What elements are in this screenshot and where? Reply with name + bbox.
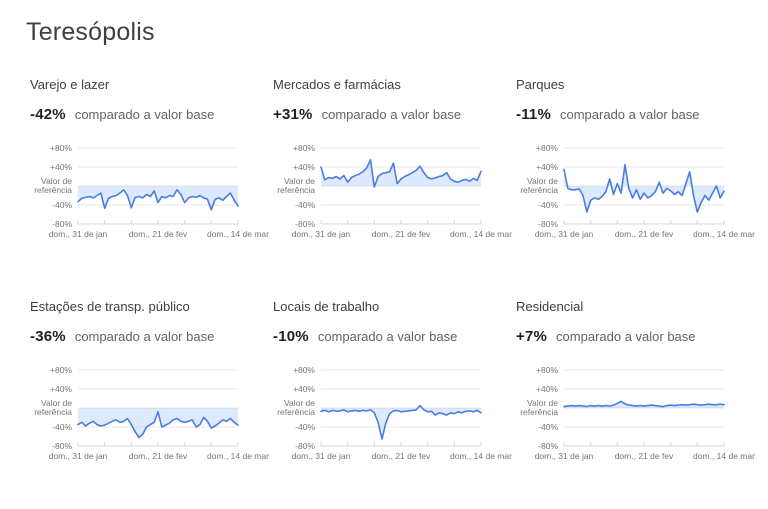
svg-text:Valor de: Valor de (527, 398, 558, 408)
svg-text:-80%: -80% (295, 441, 315, 451)
chart-compare-label: comparado a valor base (317, 329, 458, 344)
chart-value-row: +31% comparado a valor base (273, 106, 516, 123)
chart-card-residencial: Residencial +7% comparado a valor base +… (516, 299, 759, 463)
chart-category-label: Varejo e lazer (30, 77, 110, 92)
svg-text:+80%: +80% (536, 143, 558, 153)
charts-grid: Varejo e lazer -42% comparado a valor ba… (30, 77, 768, 463)
svg-text:-80%: -80% (538, 441, 558, 451)
svg-text:+40%: +40% (293, 162, 315, 172)
svg-text:+40%: +40% (50, 384, 72, 394)
chart-category-label: Locais de trabalho (273, 299, 380, 314)
svg-text:-40%: -40% (52, 422, 72, 432)
svg-text:dom., 21 de fev: dom., 21 de fev (372, 229, 431, 239)
chart-value-row: +7% comparado a valor base (516, 328, 759, 345)
svg-text:dom., 21 de fev: dom., 21 de fev (615, 451, 674, 461)
chart-category-label: Mercados e farmácias (273, 77, 401, 92)
svg-text:-40%: -40% (52, 200, 72, 210)
svg-text:dom., 31 de jan: dom., 31 de jan (535, 451, 594, 461)
svg-text:Valor de: Valor de (284, 176, 315, 186)
svg-text:+40%: +40% (536, 384, 558, 394)
svg-text:Valor de: Valor de (41, 176, 72, 186)
svg-text:referência: referência (520, 185, 558, 195)
chart-value-row: -36% comparado a valor base (30, 328, 273, 345)
page-title: Teresópolis (26, 18, 155, 46)
chart-value-row: -42% comparado a valor base (30, 106, 273, 123)
svg-text:+80%: +80% (50, 365, 72, 375)
mobility-report-page: Teresópolis Varejo e lazer -42% comparad… (26, 18, 768, 463)
svg-text:+80%: +80% (293, 365, 315, 375)
svg-text:referência: referência (277, 407, 315, 417)
chart-card-mercados-e-farmacias: Mercados e farmácias +31% comparado a va… (273, 77, 516, 241)
chart-compare-label: comparado a valor base (556, 329, 696, 344)
svg-text:dom., 21 de fev: dom., 21 de fev (129, 451, 188, 461)
chart-card-locais-de-trabalho: Locais de trabalho -10% comparado a valo… (273, 299, 516, 463)
svg-text:referência: referência (520, 407, 558, 417)
chart-category-label: Residencial (516, 299, 584, 314)
svg-text:+80%: +80% (293, 143, 315, 153)
svg-text:-80%: -80% (295, 219, 315, 229)
chart-compare-label: comparado a valor base (560, 107, 700, 122)
chart-delta-value: -42% (30, 106, 66, 123)
line-chart-estacoes-transp-publico: +80%+40%Valor dereferência-40%-80%dom., … (34, 365, 269, 461)
chart-delta-value: +7% (516, 328, 548, 345)
chart-compare-label: comparado a valor base (74, 107, 215, 122)
svg-text:dom., 14 de mar: dom., 14 de mar (693, 229, 755, 239)
chart-category-label: Estações de transp. público (30, 299, 190, 314)
svg-text:+40%: +40% (50, 162, 72, 172)
svg-text:dom., 31 de jan: dom., 31 de jan (49, 451, 108, 461)
chart-card-parques: Parques -11% comparado a valor base +80%… (516, 77, 759, 241)
svg-text:dom., 31 de jan: dom., 31 de jan (535, 229, 594, 239)
line-chart-locais-de-trabalho: +80%+40%Valor dereferência-40%-80%dom., … (277, 365, 512, 461)
svg-text:Valor de: Valor de (527, 176, 558, 186)
svg-text:-40%: -40% (295, 200, 315, 210)
line-chart-parques: +80%+40%Valor dereferência-40%-80%dom., … (520, 143, 755, 239)
svg-text:+40%: +40% (293, 384, 315, 394)
svg-text:-80%: -80% (52, 441, 72, 451)
svg-text:dom., 21 de fev: dom., 21 de fev (372, 451, 431, 461)
svg-text:-40%: -40% (295, 422, 315, 432)
svg-text:-80%: -80% (538, 219, 558, 229)
chart-delta-value: -11% (516, 106, 551, 123)
svg-text:dom., 31 de jan: dom., 31 de jan (49, 229, 108, 239)
svg-text:referência: referência (277, 185, 315, 195)
line-chart-mercados-e-farmacias: +80%+40%Valor dereferência-40%-80%dom., … (277, 143, 512, 239)
chart-category-label: Parques (516, 77, 565, 92)
chart-delta-value: +31% (273, 106, 313, 123)
svg-text:+80%: +80% (50, 143, 72, 153)
svg-text:+80%: +80% (536, 365, 558, 375)
chart-compare-label: comparado a valor base (74, 329, 215, 344)
svg-text:dom., 21 de fev: dom., 21 de fev (129, 229, 188, 239)
svg-text:Valor de: Valor de (284, 398, 315, 408)
chart-compare-label: comparado a valor base (321, 107, 462, 122)
svg-text:dom., 31 de jan: dom., 31 de jan (292, 451, 351, 461)
svg-text:dom., 31 de jan: dom., 31 de jan (292, 229, 351, 239)
svg-text:referência: referência (34, 407, 72, 417)
svg-text:dom., 14 de mar: dom., 14 de mar (207, 451, 269, 461)
svg-text:-40%: -40% (538, 422, 558, 432)
svg-text:dom., 14 de mar: dom., 14 de mar (207, 229, 269, 239)
svg-text:dom., 21 de fev: dom., 21 de fev (615, 229, 674, 239)
line-chart-varejo-e-lazer: +80%+40%Valor dereferência-40%-80%dom., … (34, 143, 269, 239)
chart-value-row: -10% comparado a valor base (273, 328, 516, 345)
svg-text:dom., 14 de mar: dom., 14 de mar (693, 451, 755, 461)
svg-text:-40%: -40% (538, 200, 558, 210)
chart-delta-value: -10% (273, 328, 309, 345)
svg-text:dom., 14 de mar: dom., 14 de mar (450, 451, 512, 461)
chart-value-row: -11% comparado a valor base (516, 106, 759, 123)
svg-text:dom., 14 de mar: dom., 14 de mar (450, 229, 512, 239)
svg-text:-80%: -80% (52, 219, 72, 229)
svg-text:referência: referência (34, 185, 72, 195)
chart-card-estacoes-transp-publico: Estações de transp. público -36% compara… (30, 299, 273, 463)
line-chart-residencial: +80%+40%Valor dereferência-40%-80%dom., … (520, 365, 755, 461)
chart-delta-value: -36% (30, 328, 66, 345)
svg-text:Valor de: Valor de (41, 398, 72, 408)
svg-text:+40%: +40% (536, 162, 558, 172)
chart-card-varejo-e-lazer: Varejo e lazer -42% comparado a valor ba… (30, 77, 273, 241)
